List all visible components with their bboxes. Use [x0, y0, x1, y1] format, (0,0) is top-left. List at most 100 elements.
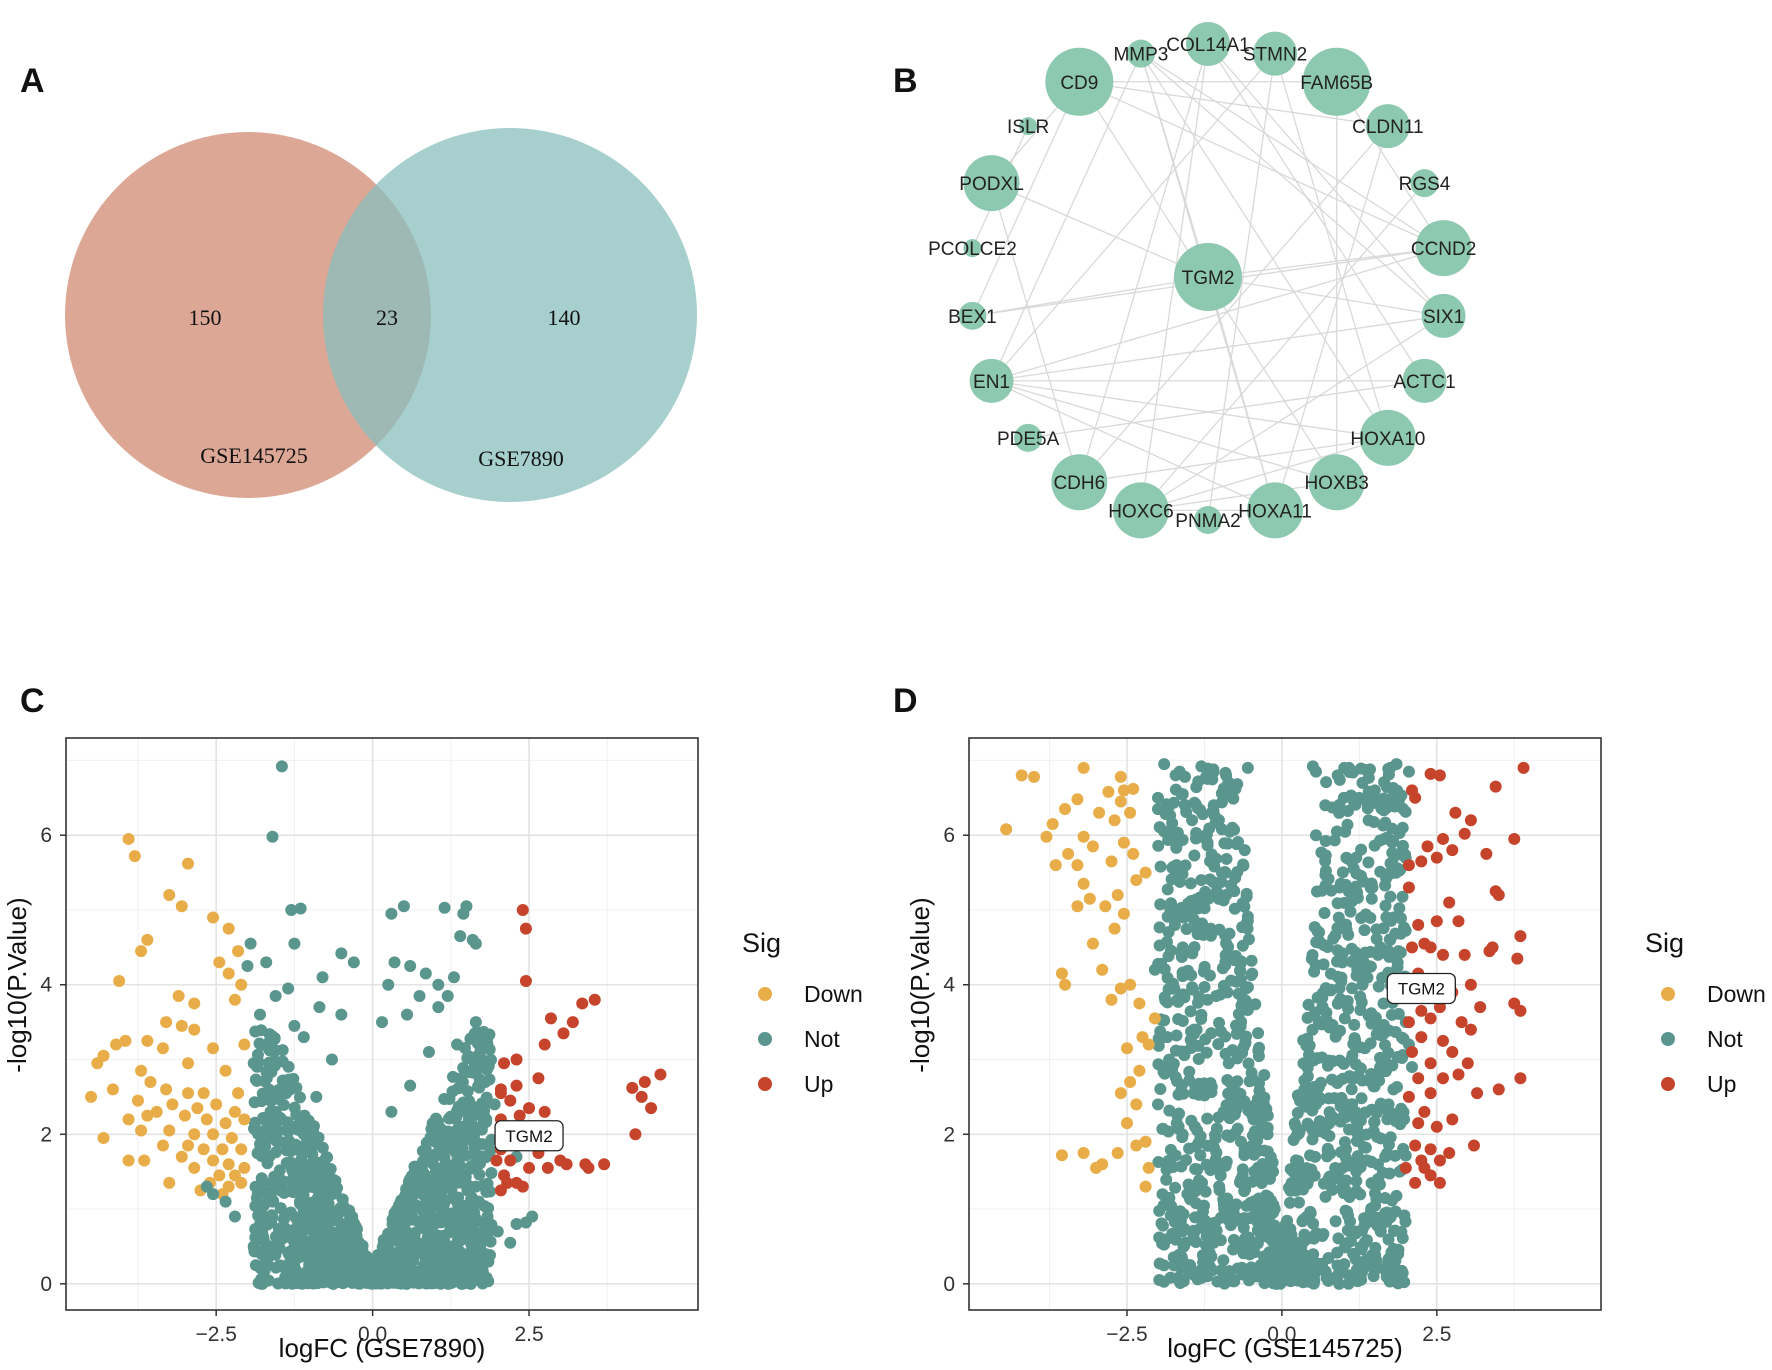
point-up	[645, 1102, 658, 1115]
point-not-dense	[1162, 800, 1175, 813]
point-down	[238, 1161, 251, 1174]
point-down	[197, 1087, 210, 1100]
point-not-dense	[1217, 1198, 1230, 1211]
legend-title-d: Sig	[1645, 928, 1684, 958]
point-up	[1471, 1087, 1484, 1100]
point-not-dense	[459, 1149, 472, 1162]
point-up	[490, 1154, 503, 1167]
panel-letter-b: B	[893, 62, 918, 100]
network-node-label: BEX1	[948, 307, 997, 328]
point-not-dense	[261, 1254, 274, 1267]
point-not-dense	[1180, 923, 1193, 936]
point-not-dense	[1186, 981, 1199, 994]
point-down	[1105, 855, 1118, 868]
point-not	[244, 937, 257, 950]
point-up	[582, 1161, 595, 1174]
point-up	[1430, 1120, 1443, 1133]
point-not-dense	[1257, 1250, 1270, 1263]
point-not-dense	[1228, 1208, 1241, 1221]
point-not-dense	[1160, 1173, 1173, 1186]
point-not-dense	[450, 1109, 463, 1122]
point-not-dense	[1322, 1251, 1335, 1264]
point-not-dense	[1157, 1259, 1170, 1272]
point-not-dense	[1315, 884, 1328, 897]
point-not-dense	[316, 1141, 329, 1154]
point-not-dense	[1199, 1185, 1212, 1198]
point-not	[432, 1001, 445, 1014]
point-up	[1492, 1083, 1505, 1096]
point-down	[1062, 847, 1075, 860]
point-not-dense	[1195, 1210, 1208, 1223]
venn-diagram: 150 23 140 GSE145725 GSE7890	[65, 128, 697, 502]
network-edge	[1274, 53, 1389, 439]
point-up	[1424, 941, 1437, 954]
point-not-dense	[1173, 1107, 1186, 1120]
x-tick-label-c: 0.0	[358, 1323, 387, 1346]
point-not-dense	[1333, 951, 1346, 964]
point-down	[85, 1090, 98, 1103]
point-not	[325, 1053, 338, 1066]
point-down	[1000, 823, 1013, 836]
point-not	[1406, 1060, 1419, 1073]
point-not	[457, 907, 470, 920]
point-not-dense	[285, 1245, 298, 1258]
point-not-dense	[1181, 964, 1194, 977]
network-edge	[991, 380, 1388, 439]
legend-key-up-c	[758, 1077, 772, 1091]
point-not-dense	[461, 1085, 474, 1098]
point-not	[1192, 775, 1205, 788]
point-not-dense	[407, 1235, 420, 1248]
y-tick-label-d: 0	[943, 1273, 955, 1296]
point-not-dense	[1270, 1276, 1283, 1289]
point-not-dense	[1180, 1154, 1193, 1167]
point-not-dense	[1245, 954, 1258, 967]
point-not-dense	[1173, 875, 1186, 888]
point-not-dense	[318, 1182, 331, 1195]
point-not	[1371, 948, 1384, 961]
point-up	[519, 975, 532, 988]
point-not-dense	[1331, 1259, 1344, 1272]
point-down	[210, 1098, 223, 1111]
legend-label-not-c: Not	[804, 1026, 840, 1052]
point-up	[1464, 1023, 1477, 1036]
point-not-dense	[456, 1212, 469, 1225]
point-down	[178, 1109, 191, 1122]
point-not-dense	[1250, 1270, 1263, 1283]
point-not-dense	[253, 1037, 266, 1050]
network-node	[969, 358, 1014, 403]
point-down	[1127, 847, 1140, 860]
legend-key-not-d	[1661, 1032, 1675, 1046]
point-up	[504, 1154, 517, 1167]
point-down	[216, 1143, 229, 1156]
point-not-dense	[1382, 1233, 1395, 1246]
point-up	[1424, 1057, 1437, 1070]
point-not-dense	[1216, 962, 1229, 975]
point-up	[1430, 851, 1443, 864]
point-not-dense	[1175, 1251, 1188, 1264]
point-up	[654, 1068, 667, 1081]
point-not-dense	[1355, 1092, 1368, 1105]
point-up	[1514, 1004, 1527, 1017]
point-not-dense	[288, 1101, 301, 1114]
network-edge	[991, 247, 1444, 382]
point-not-dense	[1366, 881, 1379, 894]
point-up	[510, 1079, 523, 1092]
point-not-dense	[1373, 1074, 1386, 1087]
point-not-dense	[1380, 1149, 1393, 1162]
legend-label-not-d: Not	[1707, 1026, 1743, 1052]
point-up	[1446, 1113, 1459, 1126]
point-down	[188, 1161, 201, 1174]
point-not-dense	[1350, 867, 1363, 880]
point-not-dense	[260, 1072, 273, 1085]
x-axis-title-c: logFC (GSE7890)	[279, 1333, 486, 1363]
point-not-dense	[476, 1138, 489, 1151]
point-not	[219, 1195, 232, 1208]
point-not-dense	[454, 1234, 467, 1247]
point-up	[516, 1180, 529, 1193]
point-not-dense	[1281, 1214, 1294, 1227]
point-not-dense	[1389, 927, 1402, 940]
point-not-dense	[1399, 924, 1412, 937]
point-not	[266, 830, 279, 843]
point-down	[1111, 889, 1124, 902]
point-not	[228, 1210, 241, 1223]
